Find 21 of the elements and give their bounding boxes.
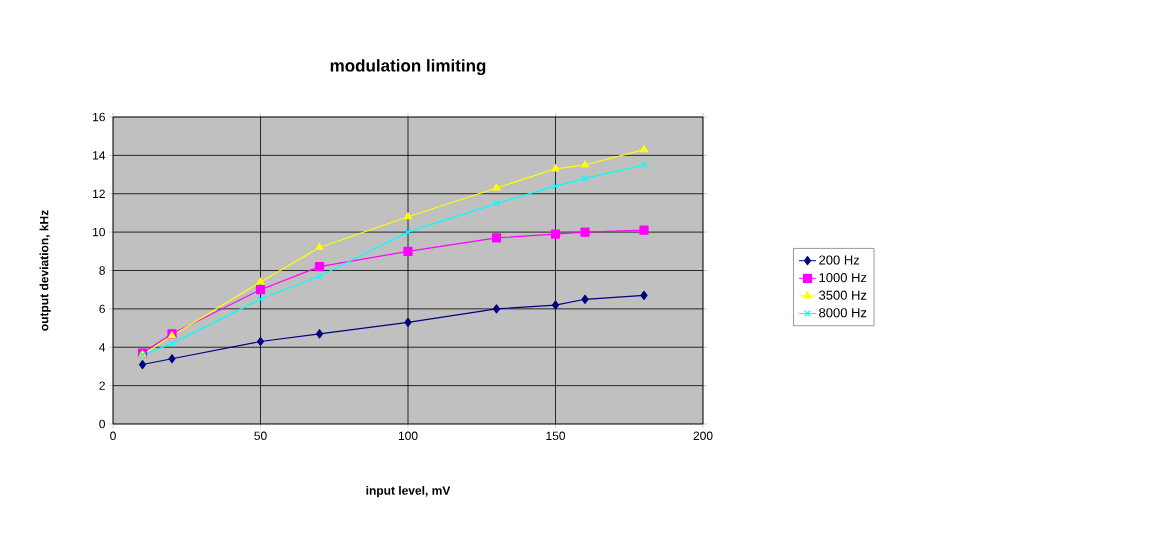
y-axis-title: output deviation, kHz [39, 210, 51, 331]
legend-label: 200 Hz [819, 255, 860, 265]
y-tick-label: 16 [93, 112, 105, 122]
x-tick-label: 50 [254, 431, 267, 441]
x-tick-label: 100 [398, 431, 418, 441]
y-tick-label: 2 [99, 381, 105, 390]
y-tick-label: 8 [99, 266, 105, 275]
legend-label: 1000 Hz [819, 273, 867, 283]
y-tick-label: 10 [93, 227, 105, 237]
y-tick-label: 14 [93, 151, 106, 160]
x-tick-label: 0 [110, 431, 116, 441]
x-tick-label: 150 [546, 431, 566, 441]
legend-label: 8000 Hz [819, 308, 867, 318]
legend-label: 3500 Hz [819, 290, 867, 300]
y-tick-label: 12 [93, 189, 105, 198]
x-tick-label: 200 [693, 431, 713, 441]
y-tick-label: 4 [99, 343, 106, 352]
y-tick-label: 0 [99, 419, 106, 429]
y-tick-label: 6 [99, 304, 105, 314]
x-axis-title: input level, mV [366, 485, 451, 498]
chart-title: modulation limiting [330, 59, 486, 76]
